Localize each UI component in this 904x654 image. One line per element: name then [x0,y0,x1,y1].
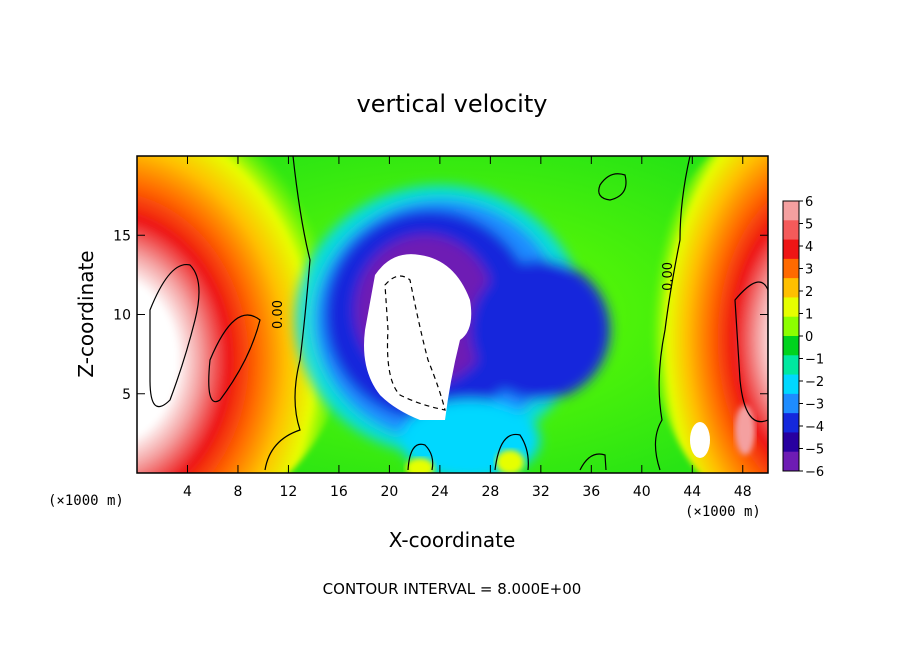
colorbar-swatch [783,220,799,241]
chart-title: vertical velocity [357,90,548,118]
colorbar-swatch [783,432,799,453]
x-tick-label: 36 [582,484,600,500]
colorbar-swatch [783,374,799,395]
contour-label: 0.00 [271,300,286,329]
colorbar-tick-label: 2 [805,285,813,300]
colorbar-swatch [783,355,799,376]
x-unit-label: (×1000 m) [685,504,761,520]
colorbar-swatch [783,258,799,279]
y-tick-label: 15 [113,228,131,244]
y-tick-label: 5 [122,387,131,403]
x-axis-title: X-coordinate [389,528,516,552]
x-tick-label: 24 [431,484,449,500]
colorbar-swatch [783,393,799,414]
colorbar-tick-label: 3 [805,263,813,278]
colorbar-tick-label: −1 [805,353,824,368]
colorbar-tick-label: 6 [805,195,813,210]
colorbar: 6 5 4 3 2 1 0 −1 −2 −3 −4 −5 −6 [782,195,824,480]
contour-lines [149,156,768,471]
y-axis-title: Z-coordinate [74,250,98,377]
contour-label: 0.00 [661,262,676,291]
x-tick-label: 32 [532,484,550,500]
x-tick-label: 16 [330,484,348,500]
colorbar-tick-label: −6 [805,465,824,480]
x-tick-label: 40 [633,484,651,500]
y-tick-label: 10 [113,308,131,324]
colorbar-swatch [783,451,799,472]
colorbar-tick-label: 1 [805,308,813,323]
contour-labels: 0.00 0.00 [271,262,676,329]
x-tick-label: 48 [734,484,752,500]
contour-interval-text: CONTOUR INTERVAL = 8.000E+00 [323,580,582,598]
x-tick-label: 8 [233,484,242,500]
colorbar-swatch [783,201,799,221]
y-unit-label: (×1000 m) [48,493,124,509]
colorbar-tick-label: 4 [805,240,813,255]
colorbar-tick-label: 0 [805,330,813,345]
colorbar-swatch [783,278,799,298]
colorbar-tick-label: −5 [805,443,824,458]
colorbar-swatch [783,336,799,356]
x-tick-label: 4 [183,484,192,500]
colorbar-tick-label: 5 [805,218,813,233]
x-axis: 4 8 12 16 20 24 28 32 36 40 44 48 [183,156,752,500]
x-tick-label: 20 [380,484,398,500]
y-axis: 5 10 15 [113,228,768,403]
colorbar-swatch [783,239,799,260]
colorbar-swatch [783,413,799,433]
colorbar-tick-label: −4 [805,420,824,435]
x-tick-label: 44 [683,484,701,500]
heatmap-field [137,156,768,473]
x-tick-label: 12 [280,484,298,500]
colorbar-tick-label: −3 [805,398,824,413]
colorbar-swatch [783,297,799,318]
colorbar-tick-label: −2 [805,375,824,390]
downdraft-contour [384,275,446,411]
colorbar-swatch [783,316,799,337]
x-tick-label: 28 [481,484,499,500]
